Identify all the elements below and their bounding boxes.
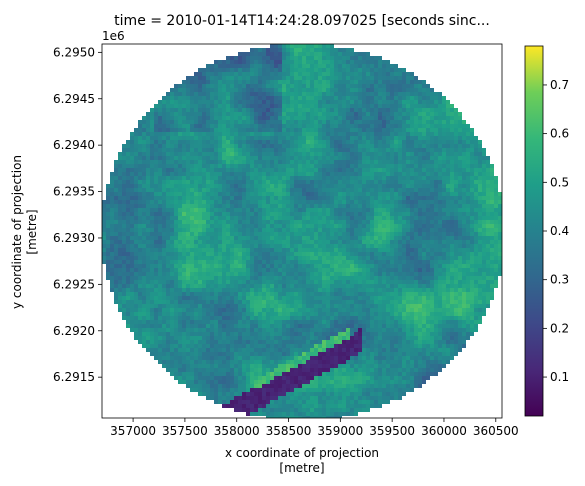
colorbar-tick-label: 0.6: [550, 127, 569, 141]
x-tick-label: 357500: [162, 424, 208, 438]
x-tick-label: 360000: [421, 424, 467, 438]
chart-title: time = 2010-01-14T14:24:28.097025 [secon…: [114, 13, 490, 29]
colorbar-tick-label: 0.2: [550, 321, 569, 335]
x-tick-label: 358500: [266, 424, 312, 438]
y-tick-label: 6.2920: [53, 324, 95, 338]
x-axis: 357000 357500 358000 358500 359000 359500 3600…: [110, 418, 519, 438]
colorbar-tick-label: 0.5: [550, 175, 569, 189]
x-tick-label: 358000: [214, 424, 260, 438]
y-tick-label: 6.2940: [53, 138, 95, 152]
colorbar-ticks: 0.1 0.2 0.3 0.4 0.5 0.6 0.7: [543, 78, 569, 384]
y-tick-label: 6.2950: [53, 45, 95, 59]
x-tick-label: 360500: [473, 424, 519, 438]
x-tick-label: 359000: [317, 424, 363, 438]
colorbar: [525, 46, 543, 416]
colorbar-tick-label: 0.1: [550, 370, 569, 384]
x-tick-label: 359500: [369, 424, 415, 438]
y-tick-label: 6.2915: [53, 370, 95, 384]
y-tick-label: 6.2925: [53, 277, 95, 291]
y-offset-label: 1e6: [102, 29, 125, 43]
colorbar-tick-label: 0.3: [550, 273, 569, 287]
y-axis: 6.2915 6.2920 6.2925 6.2930 6.2935 6.2940 6.29…: [53, 45, 102, 384]
y-tick-label: 6.2930: [53, 231, 95, 245]
y-tick-label: 6.2935: [53, 185, 95, 199]
y-axis-unit: [metre]: [25, 209, 39, 254]
colorbar-tick-label: 0.4: [550, 224, 569, 238]
y-axis-label: y coordinate of projection: [10, 155, 24, 309]
colorbar-tick-label: 0.7: [550, 78, 569, 92]
x-axis-label: x coordinate of projection: [225, 446, 379, 460]
x-axis-unit: [metre]: [279, 461, 324, 475]
raster-image: [102, 44, 502, 420]
y-tick-label: 6.2945: [53, 92, 95, 106]
x-tick-label: 357000: [110, 424, 156, 438]
